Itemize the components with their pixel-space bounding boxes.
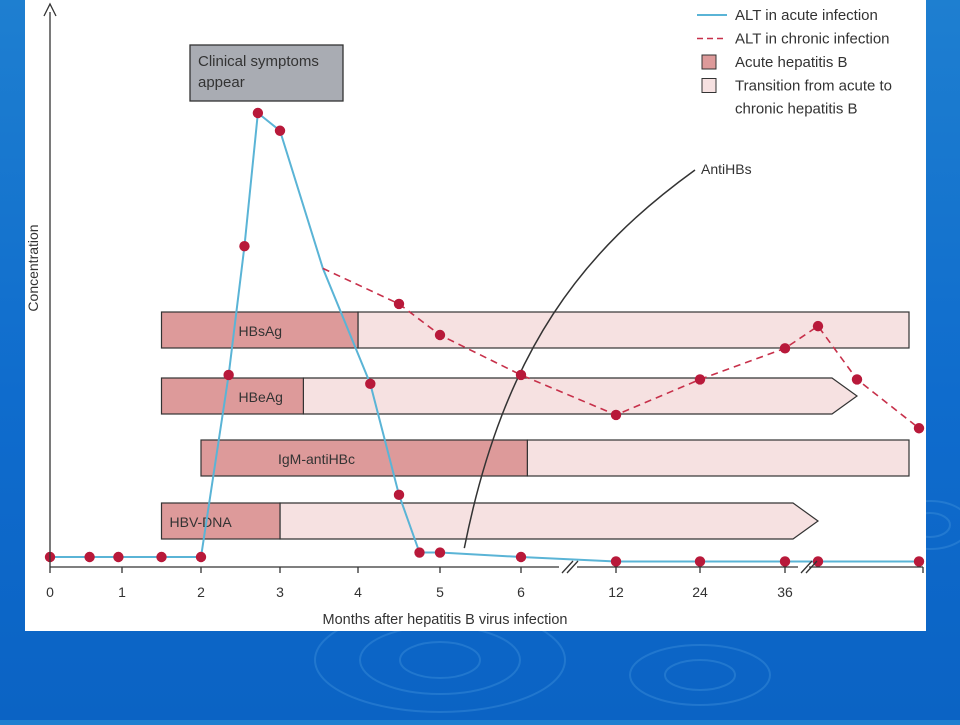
x-tick-label: 6 [517,584,525,600]
alt-series [44,107,925,567]
legend-label: Acute hepatitis B [735,54,848,71]
alt-acute-point [812,556,824,567]
alt-chronic-point [610,409,622,421]
x-tick-label: 12 [608,584,624,600]
alt-chronic-point [851,374,863,385]
alt-chronic-point [393,298,405,310]
alt-chronic-point [434,329,446,341]
alt-acute-point [365,378,376,390]
axis-break [561,560,574,574]
alt-acute-point [913,556,925,567]
x-tick-label: 36 [777,584,793,600]
marker-label-hbeag: HBeAg [239,389,283,405]
alt-chronic-point [694,374,706,385]
legend-swatch-acute-box [701,54,717,70]
alt-acute-point [239,241,250,252]
alt-acute-point [393,489,405,501]
marker-bar-transition-igm-antihbc [526,439,910,477]
y-axis-arrow [43,2,57,17]
alt-acute-point [274,125,286,136]
axis-break [805,560,818,574]
legend-label: ALT in chronic infection [735,31,890,48]
x-tick-label: 5 [436,584,444,600]
callout-box [189,44,344,102]
x-tick-label: 4 [354,584,362,600]
antihbs-curve [463,169,696,549]
alt-chronic-line [322,267,920,429]
x-tick-label: 2 [197,584,205,600]
serologic-marker-bars: HBsAg HBeAg IgM-antiHBc HBV-DNA [160,311,910,540]
x-tick-label: 3 [276,584,284,600]
antihbs-label: AntiHBs [701,161,752,177]
x-tick-label: 1 [118,584,126,600]
alt-chronic-point [515,369,527,381]
alt-acute-point [779,556,791,567]
alt-acute-point [610,556,622,567]
alt-chronic-point [913,423,925,434]
y-axis-title: Concentration [25,224,41,311]
antihbs-series: AntiHBs [463,161,752,549]
legend-label: Transition from acute to [735,78,892,95]
marker-bar-acute-hbsag [160,311,359,349]
alt-acute-point [515,551,527,563]
alt-acute-point [195,551,207,563]
alt-acute-point [223,369,234,381]
callout-text: appear [198,74,245,91]
x-tick-label: 24 [692,584,708,600]
legend-swatch-transition-box [701,78,717,93]
axis-break [566,560,579,574]
axis-break [800,560,813,574]
alt-acute-point [156,551,167,563]
marker-label-hbsag: HBsAg [239,323,283,339]
alt-acute-point [113,551,124,563]
callout-text: Clinical symptoms [198,53,319,70]
alt-acute-point [694,556,706,567]
marker-bar-acute-hbv-dna [160,502,281,540]
legend-label: chronic hepatitis B [735,101,858,118]
legend: ALT in acute infection ALT in chronic inf… [697,7,892,118]
alt-acute-point [434,547,446,558]
alt-acute-point [252,107,264,119]
alt-acute-point [414,547,425,558]
callout: Clinical symptoms appear [189,44,344,102]
marker-label-igm-antihbc: IgM-antiHBc [278,451,355,467]
x-tick-label: 0 [46,584,54,600]
legend-label: ALT in acute infection [735,7,878,24]
marker-label-hbv-dna: HBV-DNA [170,514,233,530]
alt-chronic-point [779,343,791,354]
marker-bar-acute-igm-antihbc [200,439,528,477]
alt-acute-point [84,551,95,563]
alt-chronic-point [812,320,824,332]
marker-bar-transition-hbv-dna [279,502,820,540]
x-axis-title: Months after hepatitis B virus infection [322,612,567,628]
marker-bar-transition-hbeag [302,377,859,415]
